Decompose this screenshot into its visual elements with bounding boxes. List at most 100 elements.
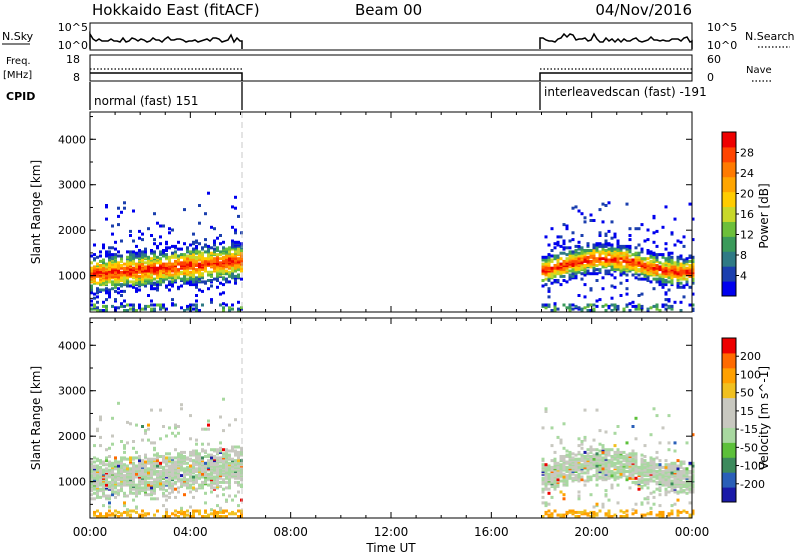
power-colorbar-label: Power [dB]	[757, 183, 771, 248]
heatmap-cell	[189, 483, 192, 487]
heatmap-cell	[607, 201, 611, 205]
x-axis-tick-labels: 00:00 04:00 08:00 12:00 16:00 20:00 00:00	[73, 525, 710, 539]
heatmap-cell	[616, 307, 620, 311]
heatmap-cell	[670, 482, 674, 486]
heatmap-cell	[598, 453, 602, 457]
heatmap-cell	[553, 486, 557, 490]
heatmap-cell	[120, 470, 123, 473]
heatmap-cell	[565, 465, 569, 469]
heatmap-cell	[192, 247, 195, 251]
heatmap-cell	[231, 510, 234, 514]
heatmap-cell	[553, 257, 557, 261]
heatmap-cell	[171, 474, 174, 478]
heatmap-cell	[204, 250, 207, 254]
heatmap-cell	[634, 265, 638, 269]
heatmap-cell	[159, 257, 162, 261]
heatmap-cell	[652, 475, 656, 479]
heatmap-cell	[613, 444, 617, 448]
heatmap-cell	[96, 489, 99, 493]
heatmap-cell	[682, 509, 686, 513]
heatmap-cell	[189, 266, 192, 270]
heatmap-cell	[598, 257, 602, 261]
heatmap-cell	[580, 440, 584, 443]
heatmap-cell	[628, 309, 632, 312]
heatmap-cell	[132, 209, 135, 213]
heatmap-cell	[610, 470, 614, 473]
heatmap-cell	[111, 434, 114, 438]
heatmap-cell	[607, 515, 611, 518]
heatmap-cell	[96, 464, 99, 468]
heatmap-cell	[99, 270, 102, 274]
heatmap-cell	[574, 464, 578, 468]
heatmap-cell	[165, 515, 168, 518]
heatmap-cell	[231, 307, 234, 311]
heatmap-cell	[622, 251, 626, 255]
heatmap-cell	[688, 490, 692, 494]
heatmap-cell	[670, 509, 674, 513]
heatmap-cell	[126, 303, 129, 307]
heatmap-cell	[234, 459, 237, 463]
heatmap-cell	[237, 480, 240, 484]
heatmap-cell	[192, 449, 195, 453]
heatmap-cell	[216, 463, 219, 467]
heatmap-cell	[610, 474, 614, 478]
heatmap-cell	[631, 300, 635, 304]
heatmap-cell	[667, 465, 671, 469]
heatmap-cell	[685, 510, 689, 514]
heatmap-cell	[168, 495, 171, 499]
heatmap-cell	[93, 296, 96, 300]
heatmap-cell	[129, 307, 132, 311]
heatmap-cell	[132, 239, 135, 243]
heatmap-cell	[664, 266, 668, 270]
heatmap-cell	[213, 478, 216, 482]
heatmap-cell	[610, 309, 614, 312]
heatmap-cell	[105, 467, 108, 471]
heatmap-cell	[105, 483, 108, 487]
heatmap-cell	[589, 515, 593, 518]
heatmap-cell	[135, 423, 138, 427]
heatmap-cell	[195, 303, 198, 307]
heatmap-cell	[189, 303, 192, 307]
heatmap-cell	[210, 300, 213, 304]
heatmap-cell	[198, 277, 201, 281]
heatmap-cell	[682, 284, 686, 288]
heatmap-cell	[216, 468, 219, 472]
heatmap-cell	[640, 247, 644, 251]
heatmap-cell	[114, 456, 117, 460]
heatmap-cell	[168, 452, 171, 456]
heatmap-cell	[165, 512, 168, 516]
heatmap-cell	[586, 475, 590, 479]
heatmap-cell	[682, 471, 686, 475]
heatmap-cell	[553, 242, 557, 246]
heatmap-cell	[156, 266, 159, 270]
heatmap-cell	[691, 464, 695, 468]
power-x-ticks	[89, 112, 693, 312]
heatmap-cell	[180, 261, 183, 265]
heatmap-cell	[601, 257, 605, 261]
heatmap-cell	[186, 471, 189, 475]
heatmap-cell	[571, 268, 575, 272]
colorbar-tick-label: 16	[740, 208, 754, 221]
nave-label: Nave	[746, 65, 772, 76]
heatmap-cell	[120, 440, 123, 443]
nsky-trace-late	[539, 32, 693, 49]
heatmap-cell	[553, 302, 557, 306]
heatmap-cell	[634, 468, 638, 472]
heatmap-cell	[114, 460, 117, 464]
heatmap-cell	[541, 476, 545, 480]
heatmap-cell	[120, 254, 123, 258]
heatmap-cell	[216, 249, 219, 252]
heatmap-cell	[640, 457, 644, 461]
heatmap-cell	[673, 461, 677, 465]
heatmap-cell	[111, 269, 114, 273]
heatmap-cell	[141, 258, 144, 262]
heatmap-cell	[619, 460, 623, 464]
heatmap-cell	[640, 250, 644, 254]
heatmap-cell	[544, 283, 548, 287]
heatmap-cell	[225, 258, 228, 262]
heatmap-cell	[147, 480, 150, 484]
heatmap-cell	[225, 476, 228, 480]
colorbar-tick-label: 100	[740, 368, 761, 381]
heatmap-cell	[165, 246, 168, 250]
